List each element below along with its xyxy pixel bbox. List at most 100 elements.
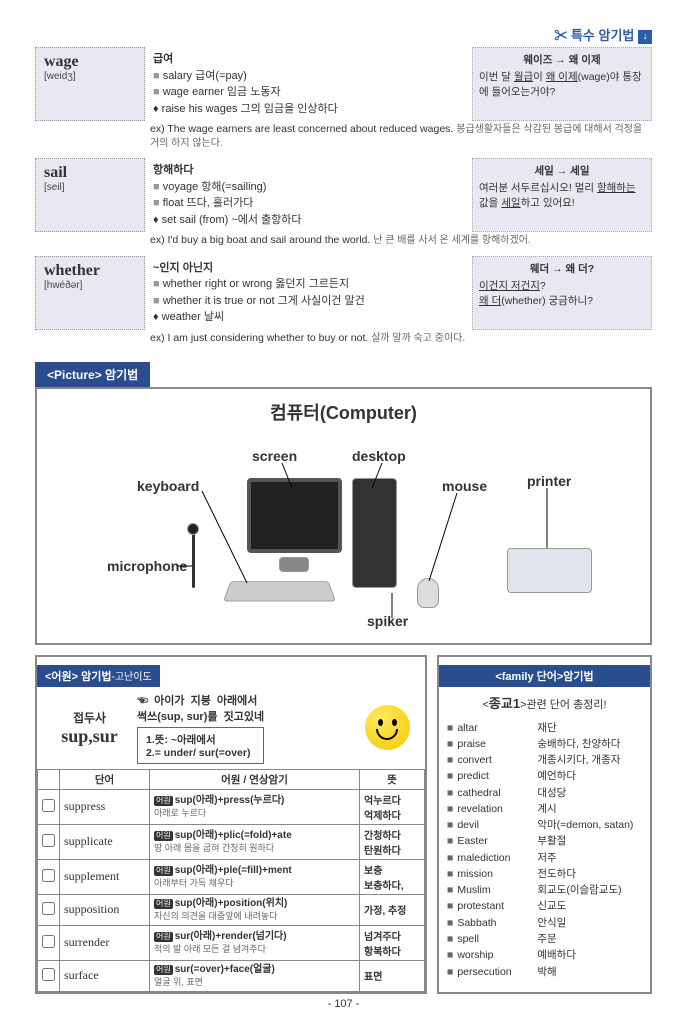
etym-meaning: 넘겨주다 항복하다 bbox=[360, 925, 425, 960]
row-checkbox[interactable] bbox=[42, 834, 55, 847]
checkbox[interactable] bbox=[38, 824, 60, 859]
family-row: ■mission전도하다 bbox=[447, 866, 642, 882]
label-spiker: spiker bbox=[367, 613, 408, 629]
row-checkbox[interactable] bbox=[42, 935, 55, 948]
checkbox[interactable] bbox=[38, 789, 60, 824]
smiley-icon bbox=[365, 705, 410, 750]
row-checkbox[interactable] bbox=[42, 902, 55, 915]
etym-assoc: 어원sup(아래)+plic(=fold)+ate땅 아래 몸을 굽혀 간청히 … bbox=[150, 824, 360, 859]
etym-header-assoc: 어원 / 연상암기 bbox=[150, 769, 360, 789]
etym-row: suppress 어원sup(아래)+press(누르다)아래로 누르다 억누르… bbox=[38, 789, 425, 824]
family-row: ■spell주문 bbox=[447, 931, 642, 947]
prefix-desc-top: ☜ 아이가 지붕 아래에서 썩쓰(sup, sur)를 짓고있네 bbox=[137, 692, 264, 724]
etym-assoc: 어원sup(아래)+position(위치)자신의 의견을 대중앞에 내려놓다 bbox=[150, 894, 360, 925]
vocab-mnemonic: 웨이즈 → 왜 이제 이번 달 월급이 왜 이제(wage)야 통장에 들어오는… bbox=[472, 47, 652, 121]
label-printer: printer bbox=[527, 473, 571, 489]
family-row: ■Easter부활절 bbox=[447, 833, 642, 849]
family-row: ■persecution박해 bbox=[447, 964, 642, 980]
etym-word: suppress bbox=[60, 789, 150, 824]
prefix-desc-box: 1.뜻: ~아래에서 2.= under/ sur(=over) bbox=[137, 727, 264, 764]
etym-meaning: 표면 bbox=[360, 960, 425, 991]
mic-stand bbox=[192, 533, 195, 588]
checkbox[interactable] bbox=[38, 960, 60, 991]
printer-shape bbox=[507, 548, 592, 593]
etym-assoc: 어원sur(=over)+face(얼굴)얼굴 위, 표면 bbox=[150, 960, 360, 991]
picture-title: 컴퓨터(Computer) bbox=[47, 399, 640, 425]
family-row: ■predict예언하다 bbox=[447, 768, 642, 784]
etym-row: supplicate 어원sup(아래)+plic(=fold)+ate땅 아래… bbox=[38, 824, 425, 859]
family-row: ■cathedral대성당 bbox=[447, 785, 642, 801]
family-row: ■altar재단 bbox=[447, 720, 642, 736]
mic-head bbox=[187, 523, 199, 535]
row-checkbox[interactable] bbox=[42, 968, 55, 981]
vocab-word-cell: wage [weidʒ] bbox=[35, 47, 145, 121]
header-title: 특수 암기법 bbox=[571, 28, 634, 43]
label-keyboard: keyboard bbox=[137, 478, 199, 494]
vocab-example: ex) The wage earners are least concerned… bbox=[150, 123, 652, 150]
family-row: ■worship예배하다 bbox=[447, 947, 642, 963]
page-number: - 107 - bbox=[35, 998, 652, 1010]
etym-meaning: 보충 보충하다, bbox=[360, 859, 425, 894]
page-header: ✂ 특수 암기법 ↓ bbox=[35, 25, 652, 44]
family-row: ■convert개종시키다, 개종자 bbox=[447, 752, 642, 768]
family-row: ■revelation계시 bbox=[447, 801, 642, 817]
family-row: ■praise숭배하다, 찬양하다 bbox=[447, 736, 642, 752]
family-row: ■Sabbath안식일 bbox=[447, 915, 642, 931]
etym-meaning: 가정, 추정 bbox=[360, 894, 425, 925]
etym-row: surrender 어원sur(아래)+render(넘기다)적의 발 아래 모… bbox=[38, 925, 425, 960]
etymology-box: <어원> 암기법-고난이도 접두사 sup,sur ☜ 아이가 지붕 아래에서 … bbox=[35, 655, 427, 994]
label-mouse: mouse bbox=[442, 478, 487, 494]
family-title: <종교1>관련 단어 총정리! bbox=[439, 693, 650, 712]
row-checkbox[interactable] bbox=[42, 869, 55, 882]
vocab-definition: ~인지 아닌지 ■ whether right or wrong 옳던지 그르든… bbox=[145, 256, 472, 330]
family-row: ■malediction저주 bbox=[447, 850, 642, 866]
etymology-tab: <어원> 암기법-고난이도 bbox=[37, 665, 160, 687]
label-desktop: desktop bbox=[352, 448, 406, 464]
family-tab: <family 단어>암기법 bbox=[439, 665, 650, 687]
vocab-word-cell: sail [seil] bbox=[35, 158, 145, 232]
etym-word: supplement bbox=[60, 859, 150, 894]
mouse-shape bbox=[417, 578, 439, 608]
vocab-word-cell: whether [hwéðər] bbox=[35, 256, 145, 330]
vocab-example: ex) I'd buy a big boat and sail around t… bbox=[150, 234, 652, 248]
family-row: ■devil악마(=demon, satan) bbox=[447, 817, 642, 833]
etym-word: surface bbox=[60, 960, 150, 991]
family-row: ■protestant신교도 bbox=[447, 898, 642, 914]
etym-assoc: 어원sup(아래)+press(누르다)아래로 누르다 bbox=[150, 789, 360, 824]
etym-meaning: 억누르다 억제하다 bbox=[360, 789, 425, 824]
computer-diagram: keyboard screen desktop mouse printer mi… bbox=[47, 433, 640, 633]
row-checkbox[interactable] bbox=[42, 799, 55, 812]
etym-assoc: 어원sur(아래)+render(넘기다)적의 발 아래 모든 걸 넘겨주다 bbox=[150, 925, 360, 960]
vocab-entry: wage [weidʒ] 급여 ■ salary 급여(=pay)■ wage … bbox=[35, 47, 652, 121]
etym-row: supposition 어원sup(아래)+position(위치)자신의 의견… bbox=[38, 894, 425, 925]
etymology-table: 단어 어원 / 연상암기 뜻 suppress 어원sup(아래)+press(… bbox=[37, 769, 425, 992]
label-microphone: microphone bbox=[107, 558, 187, 574]
etym-meaning: 간청하다 탄원하다 bbox=[360, 824, 425, 859]
label-screen: screen bbox=[252, 448, 297, 464]
checkbox[interactable] bbox=[38, 894, 60, 925]
pointer-lines bbox=[47, 433, 640, 633]
etym-row: surface 어원sur(=over)+face(얼굴)얼굴 위, 표면 표면 bbox=[38, 960, 425, 991]
etym-word: surrender bbox=[60, 925, 150, 960]
vocab-entry: whether [hwéðər] ~인지 아닌지 ■ whether right… bbox=[35, 256, 652, 330]
vocab-entry: sail [seil] 항해하다 ■ voyage 항해(=sailing)■ … bbox=[35, 158, 652, 232]
scissors-icon: ✂ bbox=[554, 28, 567, 43]
vocab-mnemonic: 웨더 → 왜 더? 이건지 저건지? 왜 더(whether) 궁금하니? bbox=[472, 256, 652, 330]
etym-word: supplicate bbox=[60, 824, 150, 859]
vocab-definition: 항해하다 ■ voyage 항해(=sailing)■ float 뜨다, 흘러… bbox=[145, 158, 472, 232]
vocab-example: ex) I am just considering whether to buy… bbox=[150, 332, 652, 346]
checkbox[interactable] bbox=[38, 859, 60, 894]
family-box: <family 단어>암기법 <종교1>관련 단어 총정리! ■altar재단 … bbox=[437, 655, 652, 994]
vocab-definition: 급여 ■ salary 급여(=pay)■ wage earner 임금 노동자… bbox=[145, 47, 472, 121]
etym-assoc: 어원sup(아래)+ple(=fill)+ment아래부터 가득 채우다 bbox=[150, 859, 360, 894]
desktop-shape bbox=[352, 478, 397, 588]
screen-shape bbox=[247, 478, 342, 553]
family-row: ■Muslim회교도(이슬람교도) bbox=[447, 882, 642, 898]
picture-box: 컴퓨터(Computer) keyboard screen desktop mo… bbox=[35, 387, 652, 645]
etym-header-word: 단어 bbox=[60, 769, 150, 789]
etym-word: supposition bbox=[60, 894, 150, 925]
prefix-name: 접두사 sup,sur bbox=[42, 709, 137, 747]
arrow-down-icon: ↓ bbox=[638, 30, 652, 44]
checkbox[interactable] bbox=[38, 925, 60, 960]
vocab-mnemonic: 세일 → 세일 여러분 서두르십시오! 멀리 항해하는 값을 세일하고 있어요! bbox=[472, 158, 652, 232]
